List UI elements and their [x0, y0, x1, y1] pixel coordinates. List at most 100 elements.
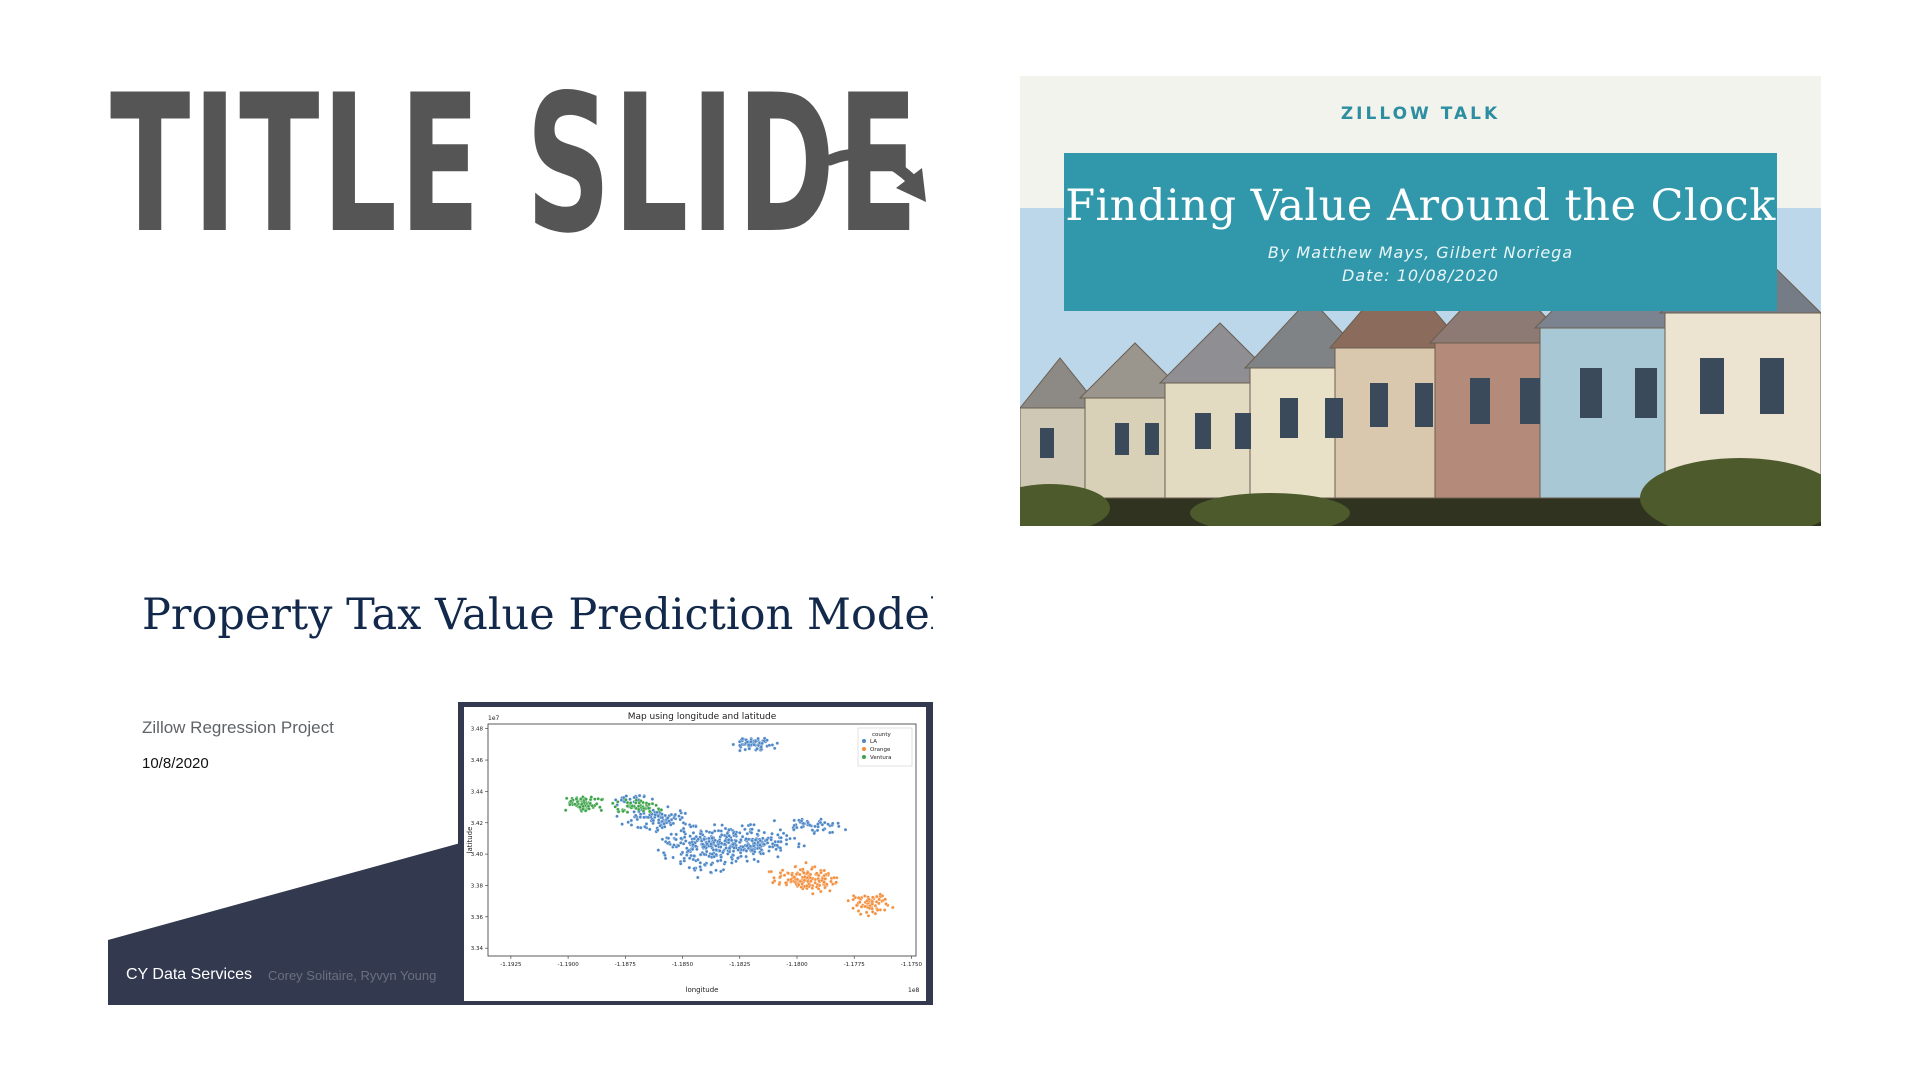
scatter-point-la — [716, 828, 721, 833]
scatter-point-la — [770, 743, 775, 747]
scatter-point-la — [666, 805, 670, 809]
scatter-point-la — [765, 837, 769, 842]
scatter-point-la — [656, 821, 661, 825]
scatter-point-la — [680, 850, 685, 855]
scatter-point-la — [653, 813, 657, 817]
scatter-point-la — [685, 846, 689, 850]
scatter-point-la — [773, 839, 777, 844]
scatter-point-la — [749, 831, 754, 835]
scatter-point-la — [736, 848, 740, 852]
scatter-point-la — [761, 836, 765, 841]
scatter-point-la — [633, 813, 638, 818]
scatter-point-la — [743, 827, 747, 832]
chart-ylabel: latitude — [466, 827, 474, 854]
scatter-point-la — [709, 842, 713, 846]
scatter-point-orange — [798, 868, 803, 872]
scatter-point-orange — [819, 870, 823, 875]
footer-authors: Corey Solitaire, Ryvyn Young — [268, 968, 437, 983]
scatter-point-la — [788, 836, 792, 841]
scatter-point-orange — [846, 898, 850, 903]
scatter-point-ventura — [641, 809, 646, 813]
scatter-point-la — [746, 743, 751, 747]
scatter-point-orange — [822, 880, 826, 884]
slide-kicker: ZILLOW TALK — [1340, 104, 1501, 124]
scatter-point-la — [743, 747, 747, 752]
scatter-point-la — [752, 823, 756, 827]
scatter-point-orange — [798, 872, 802, 877]
scatter-point-ventura — [587, 807, 591, 811]
scatter-point-la — [677, 814, 681, 818]
scatter-point-orange — [875, 908, 880, 912]
scatter-point-la — [692, 866, 696, 871]
scatter-point-la — [750, 848, 754, 853]
scatter-point-ventura — [575, 799, 580, 804]
scatter-point-orange — [828, 889, 832, 893]
scatter-point-la — [678, 861, 683, 866]
chart-y-scale: 1e7 — [488, 715, 500, 722]
scatter-point-la — [797, 842, 801, 846]
scatter-point-ventura — [588, 801, 592, 806]
scatter-point-ventura — [621, 809, 625, 814]
scatter-point-orange — [867, 906, 872, 910]
scatter-point-la — [666, 836, 671, 840]
scatter-point-orange — [809, 879, 813, 883]
scatter-point-la — [836, 821, 840, 825]
title-slide-zillow-talk[interactable]: ZILLOW TALK Finding Value Around the Clo… — [1020, 76, 1821, 526]
scatter-point-la — [734, 839, 738, 843]
scatter-point-la — [821, 828, 826, 832]
scatter-point-orange — [858, 912, 863, 916]
scatter-point-la — [772, 746, 777, 751]
scatter-point-orange — [784, 881, 788, 885]
y-tick-label: 3.36 — [471, 915, 484, 921]
scatter-point-la — [819, 817, 823, 821]
scatter-point-la — [619, 798, 624, 802]
scatter-point-la — [648, 827, 652, 832]
scatter-point-la — [665, 841, 670, 846]
scatter-point-la — [744, 849, 749, 853]
scatter-point-la — [792, 823, 796, 828]
scatter-point-ventura — [628, 801, 633, 805]
scatter-point-la — [622, 795, 626, 800]
curved-arrow-icon — [826, 148, 926, 202]
scatter-point-la — [687, 841, 692, 845]
scatter-point-ventura — [596, 797, 600, 801]
scatter-point-orange — [875, 894, 879, 899]
scatter-point-orange — [874, 900, 879, 904]
legend-label-orange: Orange — [870, 747, 891, 753]
scatter-point-la — [651, 818, 656, 823]
scatter-point-la — [719, 841, 724, 846]
x-tick-label: -1.1800 — [786, 962, 808, 968]
scatter-point-ventura — [599, 808, 604, 813]
scatter-point-orange — [832, 875, 836, 880]
scatter-point-ventura — [579, 797, 583, 801]
scatter-point-la — [792, 836, 797, 841]
scatter-point-la — [767, 743, 772, 748]
title-slide-property-tax[interactable]: Property Tax Value Prediction Model Zill… — [108, 570, 933, 1005]
scatter-point-ventura — [589, 795, 594, 799]
scatter-point-la — [726, 838, 731, 842]
scatter-point-la — [727, 834, 731, 838]
scatter-point-orange — [789, 877, 793, 882]
scatter-point-orange — [817, 883, 822, 888]
scatter-point-la — [673, 812, 678, 817]
scatter-point-la — [699, 868, 703, 872]
legend-marker-ventura — [862, 755, 866, 759]
scatter-point-la — [776, 855, 780, 859]
scatter-point-la — [712, 854, 716, 859]
scatter-point-ventura — [634, 798, 639, 802]
scatter-point-ventura — [637, 801, 642, 805]
scatter-point-ventura — [584, 797, 588, 801]
scatter-point-la — [681, 821, 686, 825]
scatter-point-orange — [808, 872, 813, 877]
chart-xlabel: longitude — [686, 986, 719, 994]
scatter-point-la — [830, 830, 835, 835]
scatter-point-la — [682, 856, 686, 861]
scatter-point-ventura — [616, 800, 620, 804]
scatter-point-la — [666, 816, 670, 820]
x-tick-label: -1.1850 — [672, 962, 694, 968]
scatter-point-orange — [864, 910, 869, 915]
scatter-point-la — [702, 837, 706, 842]
scatter-point-orange — [811, 892, 815, 896]
scatter-point-la — [626, 820, 630, 824]
x-tick-label: -1.1750 — [901, 962, 923, 968]
